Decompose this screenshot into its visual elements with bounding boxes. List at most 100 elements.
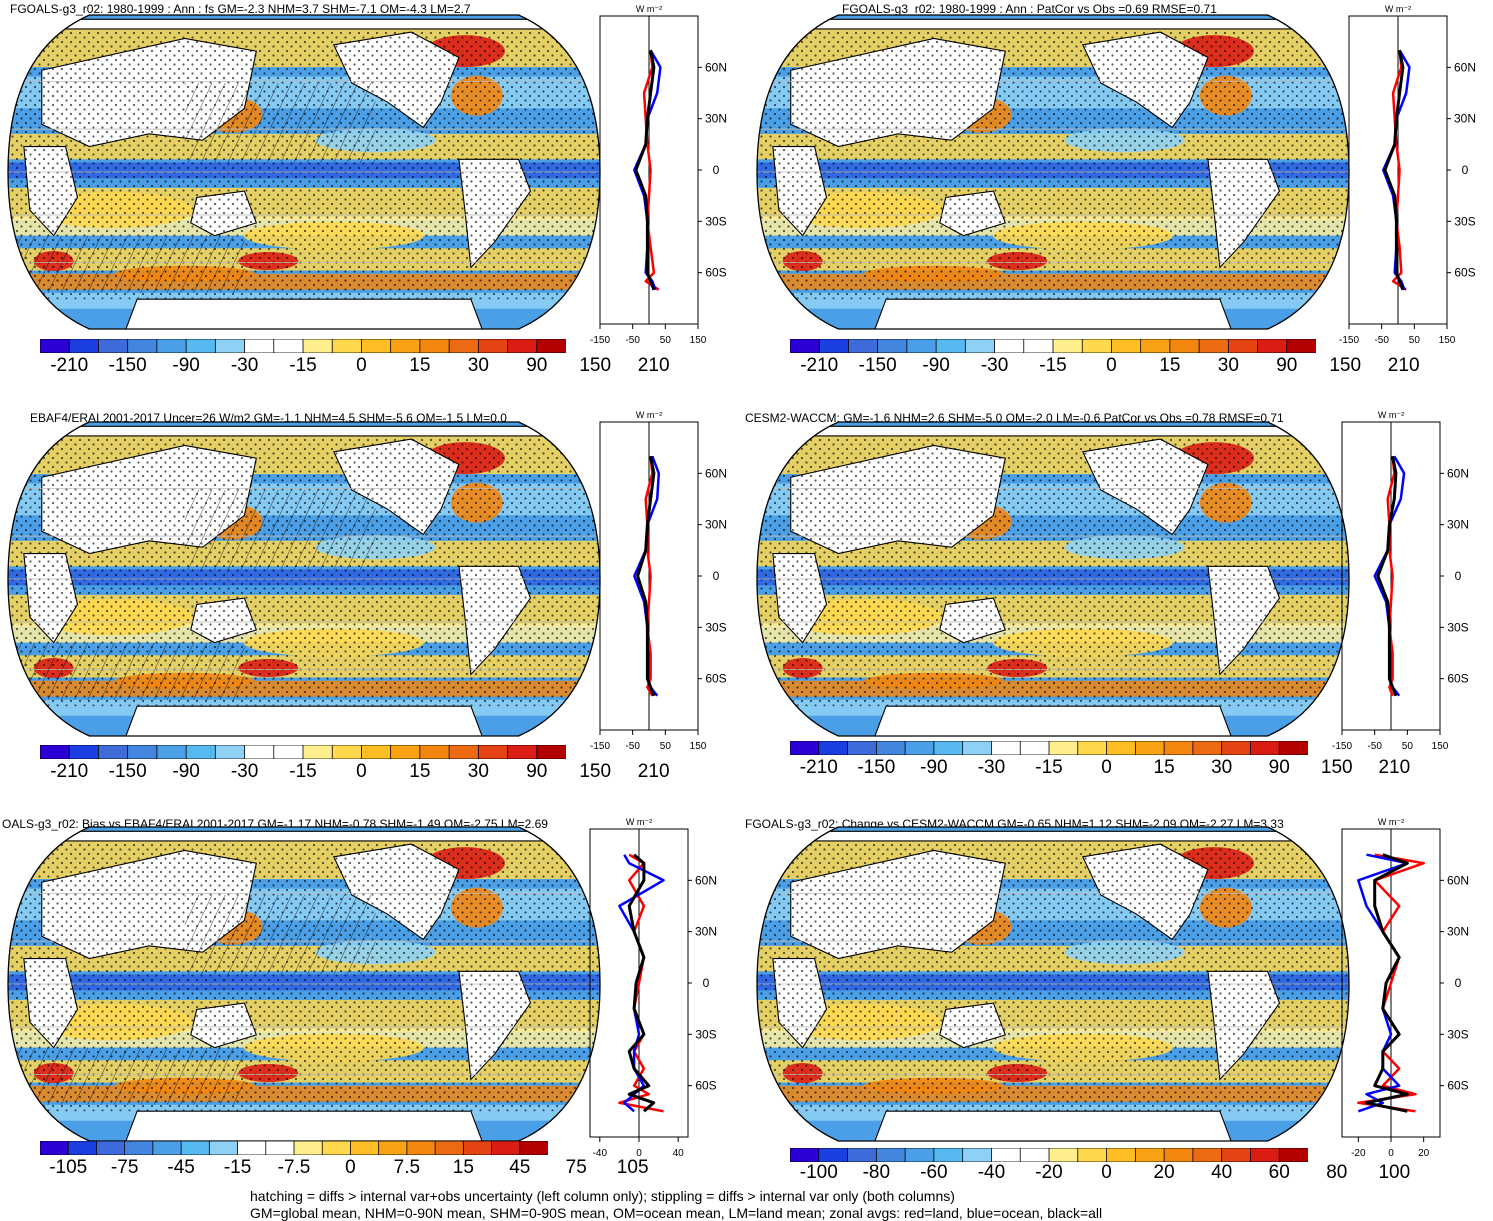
- y-tick-label: 60N: [1447, 873, 1469, 887]
- world-map: [756, 826, 1350, 1142]
- zonal-mean-plot: W m⁻² 60N 30N 0 30S 60S -40 0 40: [589, 817, 717, 1159]
- land-mass: [873, 298, 1233, 329]
- colorbar-swatch: [237, 1141, 267, 1155]
- colorbar-tick-label: -210: [800, 355, 839, 376]
- colorbar-swatch: [1106, 741, 1137, 755]
- colorbar-tick-label: -80: [862, 1162, 891, 1183]
- world-map: [7, 421, 601, 737]
- colorbar-swatch: [156, 339, 188, 353]
- x-tick-label: 50: [660, 741, 672, 752]
- colorbar-swatch: [1250, 741, 1281, 755]
- y-tick-label: 30N: [695, 925, 717, 939]
- colorbar-swatch: [904, 1148, 935, 1162]
- map-outline: [7, 14, 601, 330]
- x-tick-label: 50: [1409, 335, 1421, 346]
- colorbar-swatch: [273, 745, 304, 759]
- colorbar-swatch: [536, 745, 566, 759]
- colorbar-tick-label: 0: [356, 355, 367, 376]
- colorbar-swatch: [156, 745, 188, 759]
- colorbar-swatch: [491, 1141, 521, 1155]
- footer-line-2: GM=global mean, NHM=0-90N mean, SHM=0-90…: [250, 1205, 1103, 1221]
- colorbar-tick-label: -90: [922, 355, 950, 376]
- land-mass: [17, 18, 591, 30]
- colorbar-tick-label: -30: [230, 355, 259, 376]
- colorbar-tick-label: -20: [1035, 1162, 1063, 1183]
- colorbar-swatch: [991, 1148, 1022, 1162]
- y-tick-label: 60N: [695, 873, 717, 887]
- zonal-series-line: [1386, 456, 1396, 697]
- colorbar-tick-label: 75: [565, 1157, 587, 1178]
- colorbar-tick-label: -150: [108, 761, 147, 782]
- colorbar-swatch: [1140, 339, 1171, 353]
- y-tick-label: 30S: [1454, 214, 1475, 228]
- colorbar-swatch: [848, 339, 879, 353]
- colorbar-swatch: [1198, 339, 1230, 353]
- colorbar-swatch: [935, 339, 967, 353]
- colorbar-swatch: [1221, 741, 1252, 755]
- colorbar-swatch: [1048, 741, 1079, 755]
- x-tick-label: -50: [1374, 335, 1389, 346]
- colorbar-swatch: [933, 741, 964, 755]
- y-tick-label: 30S: [1447, 1027, 1468, 1041]
- panel-title: FGOALS-g3_r02: 1980-1999 : Ann : fs GM=-…: [10, 2, 471, 16]
- colorbar-swatch: [818, 1148, 849, 1162]
- colorbar-swatch: [244, 745, 275, 759]
- colorbar-swatch: [877, 339, 908, 353]
- colorbar-swatch: [462, 1141, 493, 1155]
- colorbar: [40, 745, 566, 759]
- zonal-series-line: [1391, 50, 1407, 291]
- hatching-overlay: [184, 82, 376, 163]
- y-tick-label: 60N: [705, 466, 727, 480]
- zonal-mean-plot: W m⁻² 60N 30N 0 30S 60S -20 0 20: [1341, 817, 1469, 1159]
- colorbar-swatch: [1286, 339, 1316, 353]
- zonal-series-line: [634, 49, 656, 291]
- colorbar-swatch: [1048, 1148, 1079, 1162]
- colorbar-labels: -210 -150 -90 -30 -15 0 15 30 90 150 210: [40, 355, 669, 377]
- zonal-unit-label: W m⁻²: [626, 817, 652, 827]
- stippling-overlay: [757, 435, 1349, 707]
- colorbar-tick-label: 0: [356, 761, 367, 782]
- colorbar-tick-label: -15: [1035, 757, 1063, 778]
- colorbar-labels: -210 -150 -90 -30 -15 0 15 30 90 150 210: [790, 757, 1410, 779]
- colorbar-swatch: [152, 1141, 183, 1155]
- colorbar-swatch: [790, 1148, 820, 1162]
- colorbar-tick-label: -90: [172, 355, 200, 376]
- x-tick-label: -50: [625, 335, 640, 346]
- y-tick-label: 60S: [1454, 266, 1475, 280]
- colorbar-swatch: [1052, 339, 1084, 353]
- colorbar-labels: -105 -75 -45 -15 -7.5 0 7.5 15 45 75 105: [40, 1157, 648, 1179]
- y-tick-label: 30S: [705, 214, 726, 228]
- colorbar-tick-label: 210: [637, 761, 670, 782]
- colorbar-tick-label: 150: [1329, 355, 1362, 376]
- colorbar-tick-label: -100: [799, 1162, 838, 1183]
- land-mass: [17, 425, 591, 437]
- colorbar-swatch: [1019, 741, 1050, 755]
- colorbar-swatch: [1163, 1148, 1194, 1162]
- colorbar-tick-label: 100: [1378, 1162, 1411, 1183]
- map-outline: [7, 421, 601, 737]
- colorbar-tick-label: -105: [49, 1157, 88, 1178]
- land-mass: [873, 705, 1233, 736]
- colorbar-swatch: [1106, 1148, 1137, 1162]
- x-tick-label: 150: [690, 335, 707, 346]
- x-tick-label: 50: [1402, 741, 1414, 752]
- colorbar-swatch: [185, 745, 217, 759]
- colorbar-swatch: [350, 1141, 380, 1155]
- colorbar-labels: -210 -150 -90 -30 -15 0 15 30 90 150 210: [40, 761, 669, 783]
- y-tick-label: 0: [713, 163, 720, 177]
- x-tick-label: 50: [660, 335, 672, 346]
- colorbar-tick-label: -30: [230, 761, 259, 782]
- colorbar-swatch: [1077, 1148, 1108, 1162]
- y-tick-label: 0: [1462, 163, 1469, 177]
- colorbar-swatch: [127, 339, 158, 353]
- colorbar-swatch: [1169, 339, 1201, 353]
- y-tick-label: 60N: [1447, 466, 1469, 480]
- colorbar-tick-label: -30: [977, 757, 1006, 778]
- colorbar-swatch: [40, 1141, 70, 1155]
- y-tick-label: 60S: [705, 672, 726, 686]
- colorbar-tick-label: 15: [1159, 355, 1181, 376]
- x-tick-label: 0: [1388, 1148, 1394, 1159]
- x-tick-label: 150: [1432, 741, 1449, 752]
- colorbar-swatch: [361, 745, 392, 759]
- colorbar-swatch: [1077, 741, 1108, 755]
